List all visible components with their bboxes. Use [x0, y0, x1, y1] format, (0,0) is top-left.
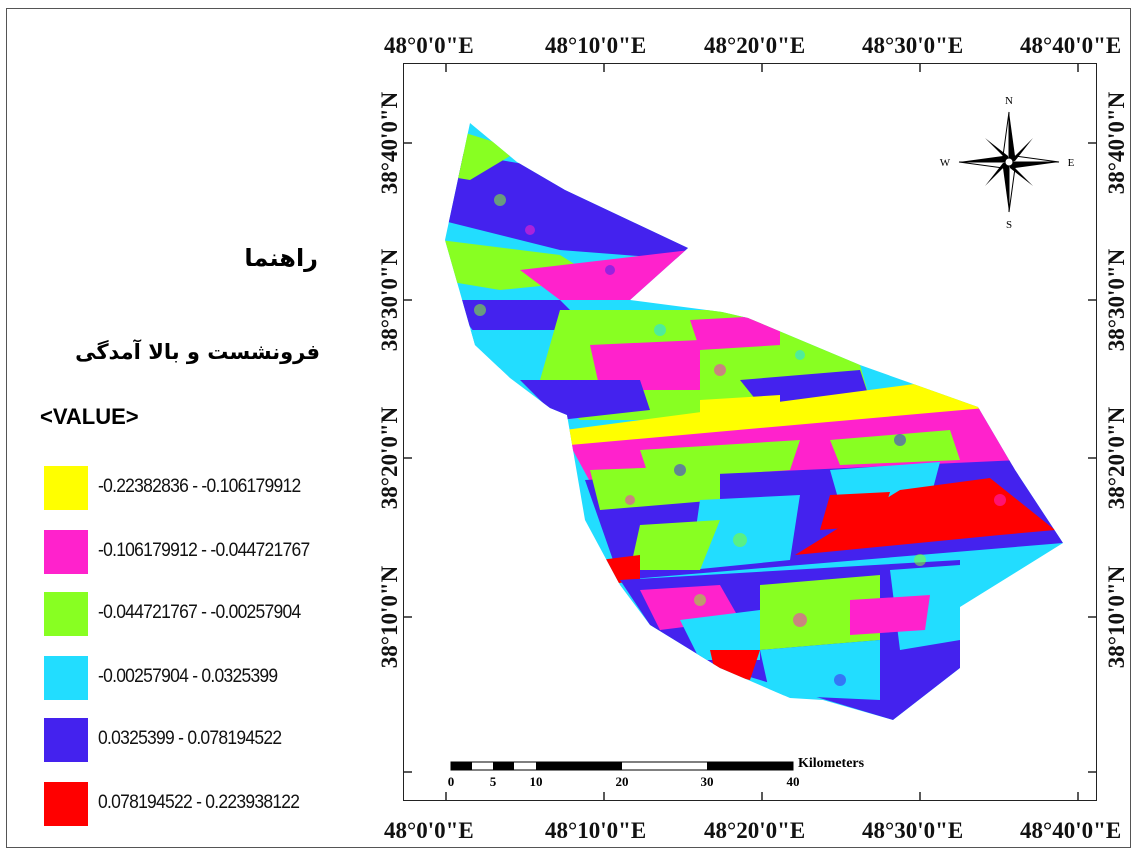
east-label: E	[1068, 157, 1075, 169]
north-arrow-icon	[958, 111, 1060, 213]
displacement-raster	[445, 123, 1063, 720]
lon-label-bottom: 48°20'0"E	[704, 818, 806, 843]
scale-tick: 30	[701, 774, 714, 789]
legend-label: -0.22382836 - -0.106179912	[98, 476, 301, 497]
scale-tick: 0	[448, 774, 455, 789]
south-label: S	[1006, 219, 1012, 231]
legend-swatch	[44, 782, 88, 826]
lon-label-bottom: 48°30'0"E	[862, 818, 964, 843]
map-layout-frame	[6, 8, 1131, 848]
legend-label: -0.044721767 - -0.00257904	[98, 602, 301, 623]
north-label: N	[1005, 95, 1013, 107]
lon-label-top: 48°20'0"E	[704, 33, 806, 58]
legend-swatch	[44, 530, 88, 574]
legend-label: -0.00257904 - 0.0325399	[98, 666, 278, 687]
map-data-frame	[403, 63, 1097, 801]
scale-tick: 5	[490, 774, 497, 789]
legend-swatch	[44, 466, 88, 510]
lon-label-bottom: 48°40'0"E	[1020, 818, 1122, 843]
scale-unit: Kilometers	[798, 756, 865, 771]
lon-label-top: 48°0'0"E	[384, 33, 474, 58]
legend-label: 0.0325399 - 0.078194522	[98, 728, 282, 749]
scale-tick: 10	[530, 774, 543, 789]
legend-label: -0.106179912 - -0.044721767	[98, 540, 310, 561]
legend-subtitle: فرونشست و بالا آمدگی	[75, 340, 320, 364]
legend-label: 0.078194522 - 0.223938122	[98, 792, 300, 813]
scale-bar	[450, 761, 794, 771]
legend-swatch	[44, 656, 88, 700]
legend-swatch	[44, 718, 88, 762]
legend-field-name: <VALUE>	[40, 404, 139, 429]
scale-tick: 20	[616, 774, 629, 789]
lon-label-top: 48°40'0"E	[1020, 33, 1122, 58]
west-label: W	[940, 157, 951, 169]
graticule-ticks	[403, 63, 1097, 801]
lon-label-bottom: 48°0'0"E	[384, 818, 474, 843]
legend-title: راهنما	[244, 244, 318, 272]
lon-label-top: 48°30'0"E	[862, 33, 964, 58]
scale-tick: 40	[787, 774, 800, 789]
lon-label-top: 48°10'0"E	[545, 33, 647, 58]
lon-label-bottom: 48°10'0"E	[545, 818, 647, 843]
legend-swatch	[44, 592, 88, 636]
